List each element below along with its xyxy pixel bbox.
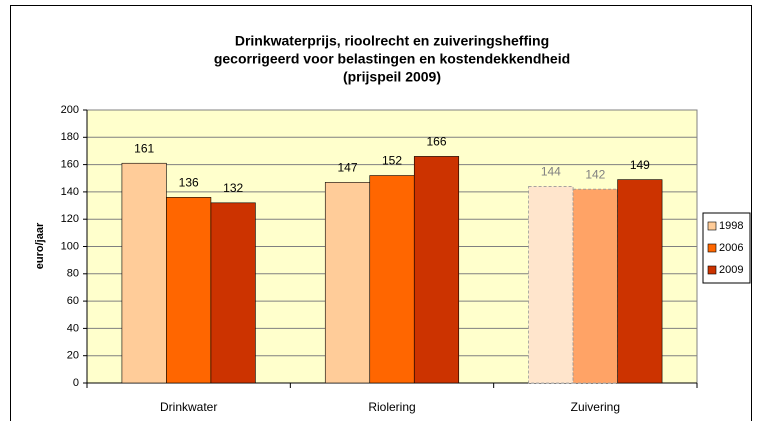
y-tick-label: 160: [61, 159, 79, 171]
y-tick-label: 0: [73, 377, 79, 389]
data-label: 136: [179, 176, 199, 190]
y-axis-label: euro/jaar: [34, 222, 46, 269]
chart-title: Drinkwaterprijs, rioolrecht en zuivering…: [235, 33, 549, 49]
data-label: 152: [382, 154, 402, 168]
y-tick-label: 20: [67, 350, 79, 362]
chart-title: (prijspeil 2009): [343, 69, 441, 85]
bar: [210, 202, 256, 384]
y-tick-label: 60: [67, 295, 79, 307]
chart-title: gecorrigeerd voor belastingen en kostend…: [214, 51, 570, 67]
y-tick-label: 40: [67, 322, 79, 334]
data-label: 132: [223, 181, 243, 195]
bar: [528, 186, 574, 384]
data-label: 147: [337, 161, 357, 175]
bar: [324, 182, 371, 384]
data-label: 149: [630, 158, 650, 172]
legend-swatch: [707, 221, 717, 231]
y-tick-label: 80: [67, 268, 79, 280]
bar: [572, 188, 618, 384]
bar: [369, 175, 415, 384]
y-tick-label: 140: [61, 186, 79, 198]
data-label: 142: [585, 167, 605, 181]
legend-label: 1998: [719, 220, 743, 232]
legend-swatch: [707, 243, 717, 253]
legend-label: 2006: [719, 242, 743, 254]
bar: [413, 156, 460, 384]
legend-label: 2009: [719, 264, 743, 276]
x-tick-label: Drinkwater: [160, 400, 217, 414]
bar: [166, 197, 212, 384]
y-tick-label: 200: [61, 104, 79, 116]
bar: [121, 162, 167, 384]
y-tick-label: 120: [61, 213, 79, 225]
legend-swatch: [707, 265, 717, 275]
data-label: 161: [134, 141, 154, 155]
x-tick-label: Zuivering: [571, 400, 620, 414]
y-tick-label: 180: [61, 131, 79, 143]
bar: [617, 179, 663, 384]
data-label: 166: [426, 135, 446, 149]
x-tick-label: Riolering: [368, 400, 415, 414]
y-tick-label: 100: [61, 240, 79, 252]
data-label: 144: [541, 165, 561, 179]
